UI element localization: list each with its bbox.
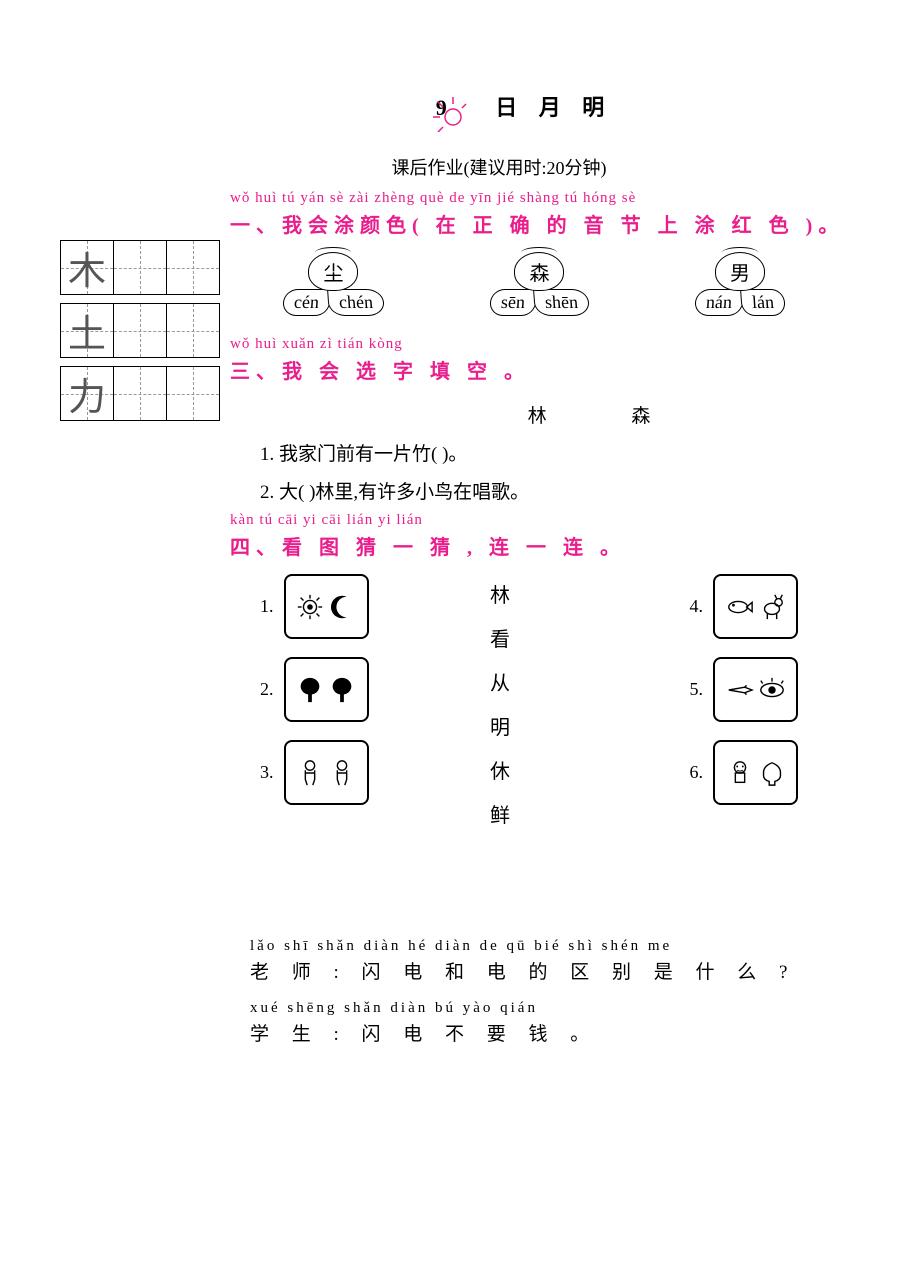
q4-item: 1. bbox=[260, 574, 369, 639]
leaf-right: shēn bbox=[533, 289, 590, 316]
char-grid-container: 木 土 力 bbox=[60, 240, 220, 429]
char-grid-row: 土 bbox=[60, 303, 220, 358]
tree-icon bbox=[328, 676, 356, 704]
q4-middle-chars: 林 看 从 明 休 鲜 bbox=[490, 574, 510, 838]
subtitle: 课后作业(建议用时:20分钟) bbox=[140, 154, 858, 180]
q4-num: 2. bbox=[260, 679, 274, 700]
tree2-icon bbox=[758, 759, 786, 787]
match-char: 从 bbox=[490, 662, 510, 706]
tree-icon bbox=[296, 676, 324, 704]
q4-right-column: 4. 5. 6. bbox=[690, 574, 799, 805]
q4-num: 3. bbox=[260, 762, 274, 783]
dialogue-section: lǎo shī shǎn diàn hé diàn de qū bié shì … bbox=[250, 934, 858, 1051]
person-icon bbox=[328, 759, 356, 787]
goat-icon bbox=[758, 593, 786, 621]
sun-decoration-icon bbox=[428, 92, 468, 132]
grid-char: 力 bbox=[68, 366, 106, 421]
fish-icon bbox=[726, 593, 754, 621]
match-char: 看 bbox=[490, 618, 510, 662]
q4-image-box bbox=[284, 740, 369, 805]
q4-item: 4. bbox=[690, 574, 799, 639]
match-char: 鲜 bbox=[490, 794, 510, 838]
lesson-title-text: 日 月 明 bbox=[495, 95, 612, 120]
section1-pinyin: wǒ huì tú yán sè zài zhèng què de yīn ji… bbox=[230, 190, 858, 207]
boy-icon bbox=[726, 759, 754, 787]
question-2: 2. 大( )林里,有许多小鸟在唱歌。 bbox=[260, 474, 858, 512]
q4-image-box bbox=[713, 657, 798, 722]
q4-item: 2. bbox=[260, 657, 369, 722]
section3-options: 林 森 bbox=[360, 398, 858, 436]
section3-title: 三、我 会 选 字 填 空 。 bbox=[230, 355, 858, 384]
leaf-right: chén bbox=[327, 289, 385, 316]
q4-image-box bbox=[284, 657, 369, 722]
lesson-title: 9 日 月 明 bbox=[190, 90, 858, 122]
question-1: 1. 我家门前有一片竹( )。 bbox=[260, 436, 858, 474]
dialogue-pinyin-2: xué shēng shǎn diàn bú yào qián bbox=[250, 996, 858, 1020]
q4-item: 3. bbox=[260, 740, 369, 805]
q4-num: 4. bbox=[690, 596, 704, 617]
flower-item: 尘 cén chén bbox=[283, 252, 384, 316]
section3-pinyin: wǒ huì xuǎn zì tián kòng bbox=[230, 336, 858, 353]
leaf-left: cén bbox=[282, 289, 331, 316]
q4-num: 5. bbox=[690, 679, 704, 700]
dialogue-text-1: 老 师 : 闪 电 和 电 的 区 别 是 什 么 ? bbox=[250, 958, 858, 988]
moon-icon bbox=[328, 593, 356, 621]
match-char: 明 bbox=[490, 706, 510, 750]
q4-num: 6. bbox=[690, 762, 704, 783]
match-char: 林 bbox=[490, 574, 510, 618]
grid-char: 土 bbox=[68, 303, 106, 358]
flower-item: 男 nán lán bbox=[695, 252, 785, 316]
flower-char: 尘 bbox=[308, 252, 358, 291]
q4-image-box bbox=[713, 574, 798, 639]
q4-image-box bbox=[713, 740, 798, 805]
char-grid-row: 力 bbox=[60, 366, 220, 421]
section3-content: 林 森 1. 我家门前有一片竹( )。 2. 大( )林里,有许多小鸟在唱歌。 bbox=[260, 398, 858, 512]
dialogue-pinyin-1: lǎo shī shǎn diàn hé diàn de qū bié shì … bbox=[250, 934, 858, 958]
leaf-left: sēn bbox=[489, 289, 537, 316]
q4-item: 5. bbox=[690, 657, 799, 722]
flower-item: 森 sēn shēn bbox=[490, 252, 589, 316]
q4-item: 6. bbox=[690, 740, 799, 805]
hand-icon bbox=[726, 676, 754, 704]
q4-image-box bbox=[284, 574, 369, 639]
char-grid-row: 木 bbox=[60, 240, 220, 295]
dialogue-text-2: 学 生 : 闪 电 不 要 钱 。 bbox=[250, 1020, 858, 1050]
leaf-left: nán bbox=[694, 289, 744, 316]
leaf-right: lán bbox=[740, 289, 786, 316]
section4-pinyin: kàn tú cāi yi cāi lián yi lián bbox=[230, 512, 858, 529]
person-icon bbox=[296, 759, 324, 787]
section1-title: 一、我会涂颜色( 在 正 确 的 音 节 上 涂 红 色 )。 bbox=[230, 209, 858, 238]
eye-icon bbox=[758, 676, 786, 704]
q4-num: 1. bbox=[260, 596, 274, 617]
grid-char: 木 bbox=[68, 240, 106, 295]
match-char: 休 bbox=[490, 750, 510, 794]
q4-container: 1. 2. 3. 林 看 从 明 休 鲜 bbox=[260, 574, 858, 854]
section4-title: 四、看 图 猜 一 猜 , 连 一 连 。 bbox=[230, 531, 858, 560]
flowers-row: 尘 cén chén 森 sēn shēn 男 nán lán bbox=[230, 252, 838, 316]
sun-icon bbox=[296, 593, 324, 621]
q4-left-column: 1. 2. 3. bbox=[260, 574, 369, 805]
flower-char: 森 bbox=[514, 252, 564, 291]
flower-char: 男 bbox=[715, 252, 765, 291]
